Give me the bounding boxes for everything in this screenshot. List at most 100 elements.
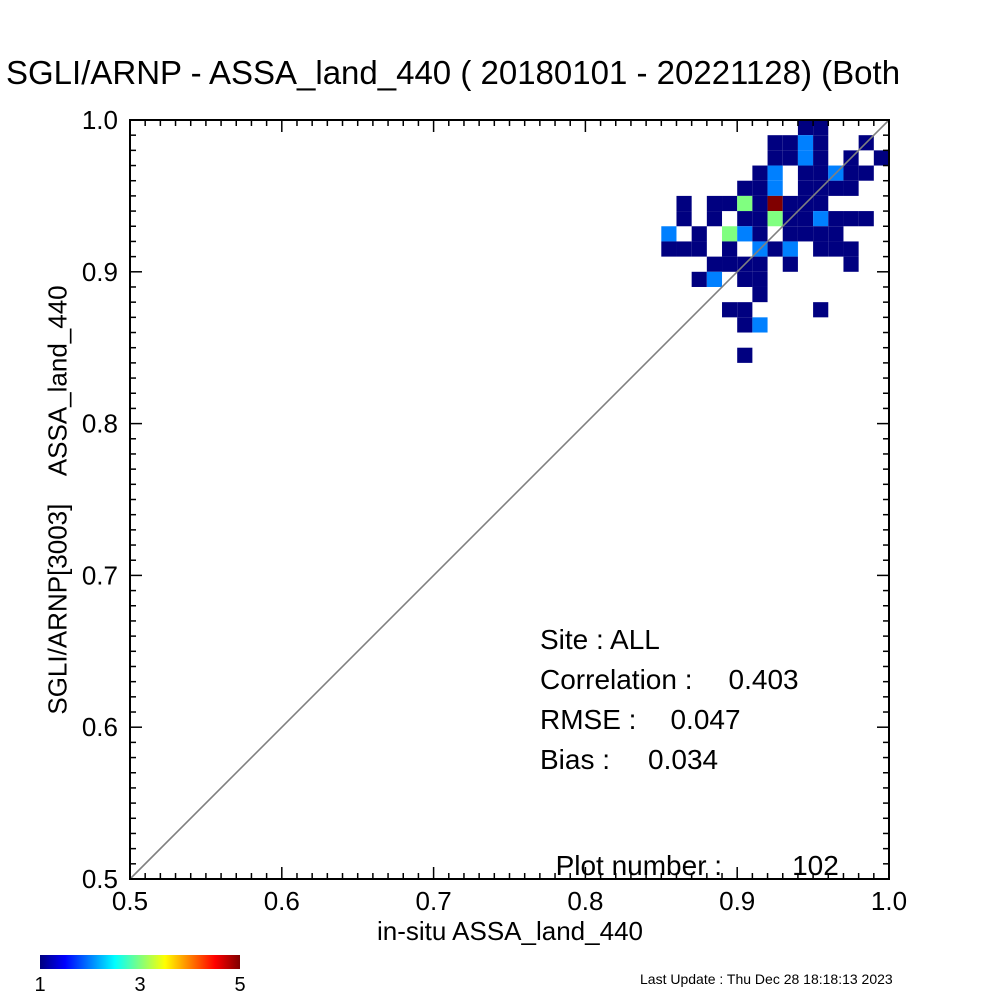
rmse-stat: RMSE : 0.047 bbox=[540, 700, 799, 740]
density-cell bbox=[767, 211, 783, 227]
density-cell bbox=[722, 195, 738, 212]
bias-stat: Bias : 0.034 bbox=[540, 740, 799, 780]
density-cell bbox=[797, 135, 814, 151]
x-tick-label: 1.0 bbox=[871, 886, 907, 916]
density-cell bbox=[782, 195, 798, 212]
density-cell bbox=[752, 317, 768, 333]
x-tick-label: 0.8 bbox=[567, 886, 603, 916]
density-cell bbox=[843, 165, 859, 181]
density-cell bbox=[752, 180, 768, 196]
axis-tick-labels: 0.5 0.6 0.7 0.8 0.9 1.0 0.5 0.6 0.7 0.8 0.9 1.0 bbox=[82, 105, 907, 916]
density-cell bbox=[858, 211, 874, 227]
bias-label: Bias : bbox=[540, 744, 611, 775]
plot-number-stat: Plot number : 102 bbox=[540, 818, 839, 882]
density-cell bbox=[767, 241, 783, 257]
statistics-panel: Site : ALL Correlation : 0.403 RMSE : 0.… bbox=[540, 620, 799, 780]
density-cell bbox=[767, 135, 783, 151]
density-cell bbox=[767, 180, 783, 196]
axis-ticks bbox=[129, 119, 890, 880]
density-cell bbox=[797, 226, 814, 242]
density-cell bbox=[737, 317, 753, 333]
density-cell bbox=[737, 211, 753, 227]
colorbar-label-min: 1 bbox=[34, 974, 46, 996]
density-cell bbox=[722, 226, 738, 242]
density-cell bbox=[752, 271, 768, 287]
density-cell bbox=[813, 226, 829, 242]
x-axis-label: in-situ ASSA_land_440 bbox=[377, 916, 643, 946]
density-cell bbox=[676, 211, 692, 227]
density-cell bbox=[843, 256, 859, 272]
colorbar-label-max: 5 bbox=[234, 974, 246, 996]
y-tick-label: 0.5 bbox=[82, 864, 118, 894]
density-cell bbox=[858, 165, 874, 181]
density-cell bbox=[706, 256, 723, 272]
density-cell bbox=[722, 302, 738, 318]
plot-number-value: 102 bbox=[792, 850, 839, 881]
density-cell bbox=[782, 150, 798, 166]
density-cell bbox=[722, 256, 738, 272]
density-cell bbox=[813, 135, 829, 151]
rmse-label: RMSE : bbox=[540, 704, 637, 735]
density-cell bbox=[737, 271, 753, 287]
density-cell bbox=[691, 271, 707, 287]
y-tick-label: 0.8 bbox=[82, 409, 118, 439]
density-cell bbox=[843, 241, 859, 257]
density-cell bbox=[737, 302, 753, 318]
density-cell bbox=[797, 165, 814, 181]
density-cell bbox=[767, 150, 783, 166]
chart-title: SGLI/ARNP - ASSA_land_440 ( 20180101 - 2… bbox=[6, 54, 901, 91]
density-cell bbox=[813, 241, 829, 257]
rmse-value: 0.047 bbox=[670, 704, 741, 735]
correlation-label: Correlation : bbox=[540, 664, 693, 695]
density-cell bbox=[813, 150, 829, 166]
density-cell bbox=[706, 211, 723, 227]
y-tick-label: 0.9 bbox=[82, 257, 118, 287]
density-cell bbox=[828, 180, 844, 196]
site-label: Site : ALL bbox=[540, 624, 660, 655]
colorbar-gradient bbox=[40, 955, 240, 969]
density-cell bbox=[828, 226, 844, 242]
density-cell bbox=[813, 302, 829, 318]
site-stat: Site : ALL bbox=[540, 620, 799, 660]
one-to-one-reference-line bbox=[129, 119, 890, 880]
density-cell bbox=[661, 226, 677, 242]
density-cell bbox=[752, 226, 768, 242]
density-cell bbox=[676, 241, 692, 257]
density-cell bbox=[813, 195, 829, 212]
x-tick-label: 0.9 bbox=[719, 886, 755, 916]
density-cell bbox=[813, 211, 829, 227]
density-cell bbox=[737, 347, 753, 363]
density-cell bbox=[706, 195, 723, 212]
density-cell bbox=[782, 241, 798, 257]
density-cell bbox=[843, 180, 859, 196]
density-cell bbox=[691, 226, 707, 242]
density-cell bbox=[782, 256, 798, 272]
density-cell bbox=[813, 120, 829, 136]
density-cell bbox=[722, 241, 738, 257]
density-cell bbox=[767, 195, 783, 212]
correlation-stat: Correlation : 0.403 bbox=[540, 660, 799, 700]
density-cell bbox=[752, 286, 768, 303]
density-cell bbox=[782, 226, 798, 242]
y-tick-label: 0.7 bbox=[82, 560, 118, 590]
density-cell bbox=[767, 165, 783, 181]
density-cell bbox=[797, 120, 814, 136]
density-cell bbox=[873, 150, 889, 166]
density-cell bbox=[752, 165, 768, 181]
density-cell bbox=[782, 135, 798, 151]
density-cell bbox=[752, 211, 768, 227]
density-cell bbox=[661, 241, 677, 257]
colorbar-label-mid: 3 bbox=[134, 974, 146, 996]
density-cell bbox=[737, 195, 753, 212]
y-tick-label: 1.0 bbox=[82, 105, 118, 135]
density-cell bbox=[752, 256, 768, 272]
density-cell bbox=[737, 226, 753, 242]
last-update-footer: Last Update : Thu Dec 28 18:18:13 2023 bbox=[640, 971, 893, 987]
y-tick-label: 0.6 bbox=[82, 712, 118, 742]
x-tick-label: 0.7 bbox=[416, 886, 452, 916]
x-tick-label: 0.5 bbox=[112, 886, 148, 916]
density-cell bbox=[828, 211, 844, 227]
density-cell bbox=[843, 211, 859, 227]
density-cell bbox=[752, 195, 768, 212]
